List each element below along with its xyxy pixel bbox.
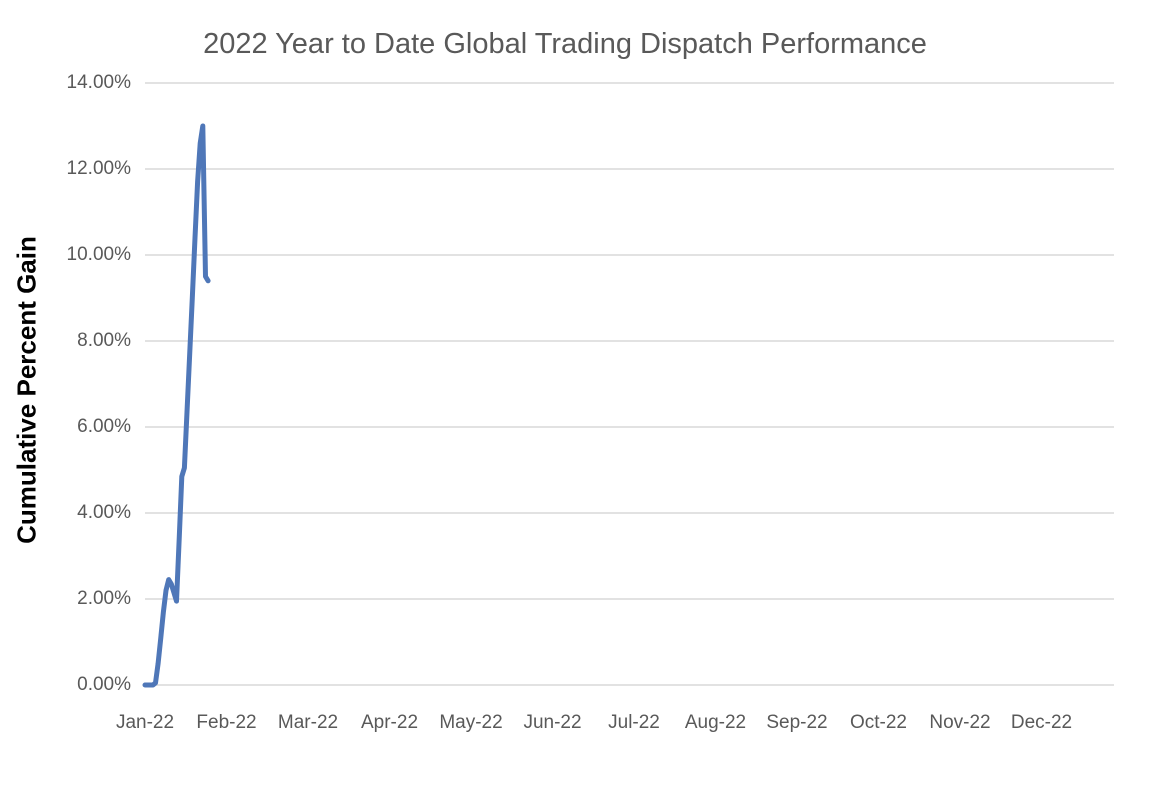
chart-title: 2022 Year to Date Global Trading Dispatc… — [203, 28, 927, 60]
x-axis-tick-label: Apr-22 — [360, 712, 419, 733]
x-axis-tick-label: Nov-22 — [929, 712, 991, 733]
y-axis-tick-label: 12.00% — [66, 158, 131, 179]
x-axis-tick-label: Sep-22 — [766, 712, 828, 733]
y-axis-tick-label: 10.00% — [66, 244, 131, 265]
y-axis-tick-label: 6.00% — [77, 416, 131, 437]
x-axis-tick-label: Dec-22 — [1010, 712, 1073, 733]
x-axis-tick-label: Feb-22 — [196, 712, 257, 733]
x-axis-tick-label: Aug-22 — [684, 712, 747, 733]
y-axis-tick-label: 8.00% — [77, 330, 131, 351]
x-axis-tick-label: Jul-22 — [608, 712, 660, 733]
x-axis-tick-label: Jan-22 — [115, 712, 175, 733]
y-axis-tick-label: 0.00% — [77, 674, 131, 695]
x-axis-tick-label: Oct-22 — [849, 712, 908, 733]
y-axis-tick-label: 14.00% — [66, 72, 131, 93]
x-axis-tick-label: Jun-22 — [523, 712, 582, 733]
y-axis-tick-label: 2.00% — [77, 588, 131, 609]
x-axis-tick-label: May-22 — [439, 712, 503, 733]
x-axis-tick-label: Mar-22 — [277, 712, 339, 733]
y-axis-tick-label: 4.00% — [77, 502, 131, 523]
series-line — [142, 123, 211, 688]
